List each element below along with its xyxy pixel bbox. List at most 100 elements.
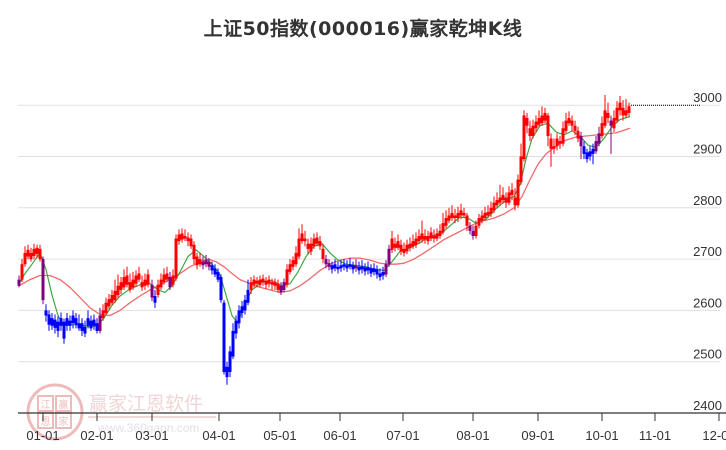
- candle: [546, 112, 550, 147]
- candle: [432, 229, 436, 243]
- candle: [534, 115, 538, 132]
- candle: [576, 126, 580, 143]
- candle: [417, 229, 421, 244]
- candle: [594, 135, 598, 154]
- candle: [438, 224, 442, 239]
- candle: [531, 119, 535, 139]
- candle: [29, 247, 33, 262]
- watermark-logo-char: 恩: [41, 416, 51, 428]
- candle: [408, 237, 412, 252]
- candle: [234, 315, 238, 339]
- candle: [327, 259, 331, 271]
- candle: [68, 315, 72, 331]
- candle: [363, 263, 367, 276]
- candle: [116, 274, 120, 298]
- candle: [492, 196, 496, 213]
- candle: [444, 210, 448, 229]
- candle: [321, 243, 325, 264]
- candle: [336, 261, 340, 274]
- candle: [159, 273, 163, 290]
- candle: [612, 110, 616, 132]
- candle: [50, 312, 54, 330]
- candle: [35, 244, 39, 259]
- grid: [18, 104, 720, 363]
- candle: [495, 192, 499, 208]
- candle: [384, 260, 388, 278]
- candle: [579, 131, 583, 160]
- candle: [465, 212, 469, 231]
- candle: [420, 220, 424, 243]
- candle: [168, 271, 172, 290]
- candle: [549, 133, 553, 167]
- candle: [101, 304, 105, 321]
- candle: [399, 239, 403, 255]
- candle: [483, 206, 487, 221]
- candle: [315, 232, 319, 247]
- candle: [501, 187, 505, 204]
- candle: [17, 275, 21, 288]
- candle: [276, 279, 280, 293]
- candle: [183, 229, 187, 242]
- candle: [150, 279, 154, 302]
- y-tick-label: 2700: [693, 244, 722, 259]
- candle: [603, 94, 607, 129]
- candle: [423, 229, 427, 244]
- candle: [282, 278, 286, 293]
- y-tick-label: 2400: [693, 398, 722, 413]
- long-moving-average-line: [18, 127, 631, 317]
- candle: [414, 232, 418, 248]
- candle: [540, 106, 544, 126]
- y-tick-label: 2500: [693, 347, 722, 362]
- candle: [561, 121, 565, 147]
- candle: [162, 268, 166, 285]
- y-tick-label: 2800: [693, 193, 722, 208]
- candle: [291, 256, 295, 271]
- x-tick-label: 06-01: [323, 428, 356, 443]
- candle: [564, 112, 568, 134]
- candle: [402, 242, 406, 257]
- candle: [53, 314, 57, 334]
- candle: [137, 266, 141, 283]
- y-tick-label: 2900: [693, 142, 722, 157]
- candle: [621, 100, 625, 121]
- candle: [504, 192, 508, 208]
- candle: [462, 207, 466, 219]
- candle: [201, 256, 205, 270]
- candle: [71, 310, 75, 329]
- candle: [270, 278, 274, 290]
- candle: [41, 256, 45, 305]
- candle: [360, 260, 364, 274]
- candle: [47, 310, 51, 331]
- candle: [122, 269, 126, 290]
- candle: [429, 227, 433, 242]
- x-tick-label: 01-01: [26, 428, 59, 443]
- candle: [174, 234, 178, 281]
- candle: [525, 112, 529, 134]
- candle: [453, 208, 457, 224]
- candle: [345, 260, 349, 272]
- candle: [441, 212, 445, 235]
- candle: [77, 314, 81, 331]
- candle: [104, 297, 108, 315]
- candle: [198, 252, 202, 267]
- x-tick-label: 10-01: [585, 428, 618, 443]
- candle: [128, 273, 132, 293]
- candle: [543, 107, 547, 124]
- candle: [156, 279, 160, 298]
- x-axis: 01-01 02-01 03-01 04-01 05-01 06-01 07-01 08-01…: [18, 412, 726, 443]
- candle: [86, 310, 90, 329]
- candle: [516, 174, 520, 208]
- candle: [426, 230, 430, 245]
- candle: [615, 101, 619, 124]
- candle: [348, 258, 352, 270]
- candlesticks: [17, 94, 631, 385]
- watermark-logo-char: 江: [41, 399, 51, 411]
- candle: [354, 259, 358, 272]
- candle: [468, 222, 472, 235]
- candle: [303, 230, 307, 247]
- candle: [591, 143, 595, 165]
- candle: [92, 314, 96, 330]
- candle: [618, 95, 622, 116]
- candle: [240, 301, 244, 319]
- watermark-logo-char: 家: [59, 415, 69, 428]
